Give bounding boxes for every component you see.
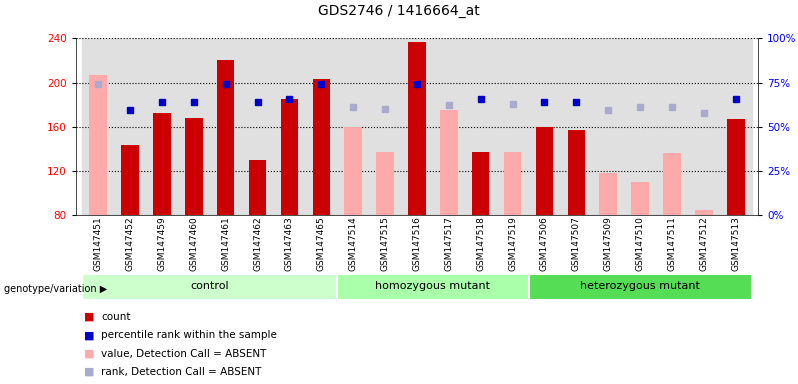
Text: GSM147517: GSM147517: [444, 216, 453, 271]
Bar: [338, 274, 528, 300]
Bar: [114, 38, 146, 215]
Text: GSM147511: GSM147511: [667, 216, 677, 271]
Bar: [369, 38, 401, 215]
Bar: [567, 130, 585, 215]
Bar: [249, 160, 267, 215]
Bar: [592, 38, 624, 215]
Bar: [433, 38, 464, 215]
Bar: [656, 38, 688, 215]
Bar: [89, 75, 107, 215]
Text: genotype/variation ▶: genotype/variation ▶: [4, 284, 107, 294]
Text: GSM147512: GSM147512: [699, 216, 709, 271]
Text: ■: ■: [84, 330, 94, 340]
Text: GSM147516: GSM147516: [413, 216, 421, 271]
Bar: [178, 38, 210, 215]
Text: GSM147519: GSM147519: [508, 216, 517, 271]
Text: control: control: [191, 281, 229, 291]
Bar: [663, 153, 681, 215]
Text: count: count: [101, 312, 131, 322]
Bar: [185, 118, 203, 215]
Bar: [146, 38, 178, 215]
Text: GSM147451: GSM147451: [93, 216, 103, 271]
Bar: [242, 38, 274, 215]
Bar: [528, 274, 752, 300]
Bar: [560, 38, 592, 215]
Text: ■: ■: [84, 367, 94, 377]
Bar: [496, 38, 528, 215]
Text: GSM147465: GSM147465: [317, 216, 326, 271]
Text: GSM147459: GSM147459: [157, 216, 167, 271]
Text: GSM147463: GSM147463: [285, 216, 294, 271]
Text: GSM147518: GSM147518: [476, 216, 485, 271]
Bar: [624, 38, 656, 215]
Text: GSM147510: GSM147510: [636, 216, 645, 271]
Bar: [338, 38, 369, 215]
Bar: [409, 42, 425, 215]
Bar: [306, 38, 338, 215]
Text: GSM147461: GSM147461: [221, 216, 230, 271]
Bar: [377, 152, 394, 215]
Bar: [472, 152, 489, 215]
Bar: [631, 182, 649, 215]
Text: GSM147506: GSM147506: [540, 216, 549, 271]
Bar: [464, 38, 496, 215]
Bar: [599, 173, 617, 215]
Text: GSM147452: GSM147452: [125, 216, 135, 271]
Bar: [535, 127, 553, 215]
Bar: [727, 119, 745, 215]
Bar: [121, 146, 139, 215]
Text: GSM147507: GSM147507: [572, 216, 581, 271]
Bar: [695, 210, 713, 215]
Bar: [528, 38, 560, 215]
Bar: [345, 127, 362, 215]
Text: homozygous mutant: homozygous mutant: [375, 281, 491, 291]
Text: GSM147515: GSM147515: [381, 216, 389, 271]
Bar: [504, 152, 521, 215]
Bar: [720, 38, 752, 215]
Bar: [217, 61, 235, 215]
Bar: [274, 38, 306, 215]
Text: percentile rank within the sample: percentile rank within the sample: [101, 330, 277, 340]
Bar: [688, 38, 720, 215]
Text: value, Detection Call = ABSENT: value, Detection Call = ABSENT: [101, 349, 267, 359]
Bar: [313, 79, 330, 215]
Bar: [153, 114, 171, 215]
Bar: [82, 274, 338, 300]
Bar: [210, 38, 242, 215]
Bar: [401, 38, 433, 215]
Bar: [440, 110, 457, 215]
Text: GDS2746 / 1416664_at: GDS2746 / 1416664_at: [318, 4, 480, 18]
Text: GSM147462: GSM147462: [253, 216, 262, 271]
Text: GSM147513: GSM147513: [731, 216, 741, 271]
Text: rank, Detection Call = ABSENT: rank, Detection Call = ABSENT: [101, 367, 262, 377]
Bar: [281, 99, 298, 215]
Text: GSM147460: GSM147460: [189, 216, 198, 271]
Text: ■: ■: [84, 349, 94, 359]
Text: GSM147509: GSM147509: [604, 216, 613, 271]
Text: ■: ■: [84, 312, 94, 322]
Text: heterozygous mutant: heterozygous mutant: [580, 281, 700, 291]
Bar: [82, 38, 114, 215]
Text: GSM147514: GSM147514: [349, 216, 358, 271]
